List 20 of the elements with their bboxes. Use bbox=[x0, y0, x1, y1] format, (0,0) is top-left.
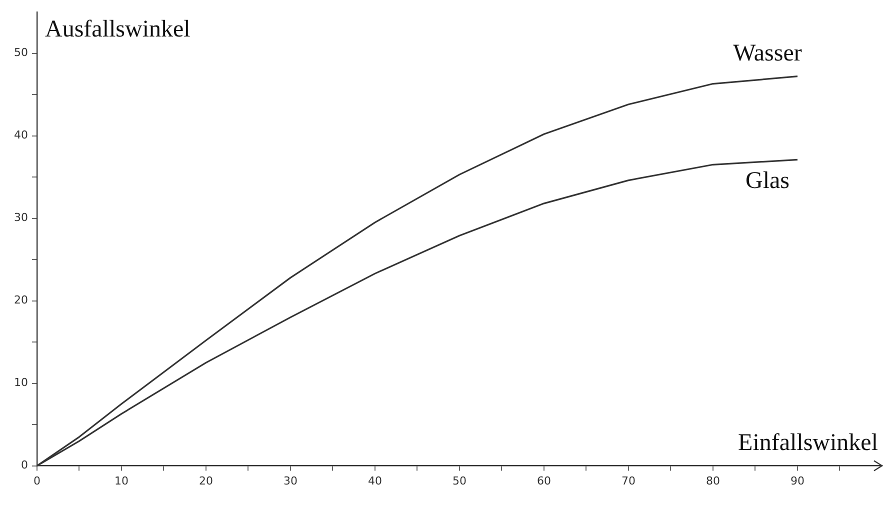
y-tick-label: 40 bbox=[14, 128, 28, 142]
y-tick-label: 50 bbox=[14, 46, 28, 60]
y-tick-label: 20 bbox=[14, 294, 28, 307]
x-tick-label: 0 bbox=[33, 474, 40, 488]
y-axis-title: Ausfallswinkel bbox=[44, 16, 191, 42]
x-tick-label: 90 bbox=[790, 474, 804, 488]
x-tick-label: 50 bbox=[452, 474, 466, 488]
x-tick-label: 70 bbox=[622, 474, 636, 488]
x-tick-label: 10 bbox=[114, 474, 128, 488]
y-tick-label: 30 bbox=[14, 211, 28, 224]
x-tick-label: 60 bbox=[537, 474, 551, 488]
x-tick-label: 80 bbox=[706, 474, 720, 488]
y-tick-label: 10 bbox=[14, 376, 28, 390]
x-tick-label: 20 bbox=[199, 474, 213, 488]
x-tick-label: 30 bbox=[284, 474, 298, 488]
x-tick-label: 40 bbox=[368, 474, 382, 488]
y-tick-label: 0 bbox=[20, 458, 28, 472]
series-label: Wasser bbox=[733, 40, 802, 67]
x-axis-title: Einfallswinkel bbox=[738, 430, 878, 456]
series-label: Glas bbox=[746, 168, 790, 194]
